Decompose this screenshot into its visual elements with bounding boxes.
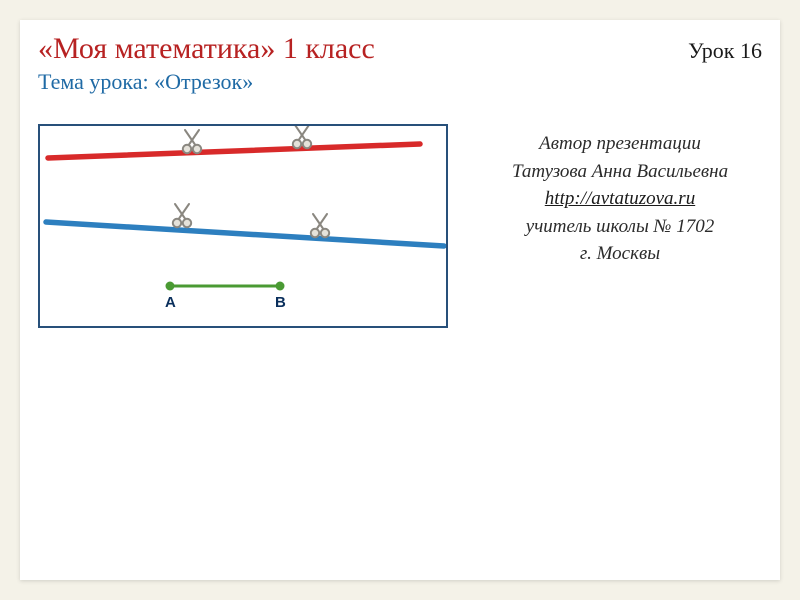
scissors-icon [183, 130, 201, 153]
author-url[interactable]: http://avtatuzova.ru [545, 188, 695, 209]
diagram: А В [38, 124, 448, 328]
lesson-number: Урок 16 [688, 38, 762, 64]
scissors-icon [173, 204, 191, 227]
page-title: «Моя математика» 1 класс [38, 32, 762, 65]
diagram-svg [40, 126, 446, 326]
author-line2: Татузова Анна Васильевна [480, 158, 760, 186]
lesson-topic: Тема урока: «Отрезок» [38, 69, 762, 95]
author-line5: г. Москвы [480, 240, 760, 268]
author-block: Автор презентации Татузова Анна Васильев… [480, 130, 760, 268]
point-b-label: В [275, 294, 286, 311]
scissors-icon [293, 126, 311, 148]
scissors-icon [311, 214, 329, 237]
author-line1: Автор презентации [480, 130, 760, 158]
point-a-label: А [165, 294, 176, 311]
slide: «Моя математика» 1 класс Урок 16 Тема ур… [20, 20, 780, 580]
author-line4: учитель школы № 1702 [480, 213, 760, 241]
